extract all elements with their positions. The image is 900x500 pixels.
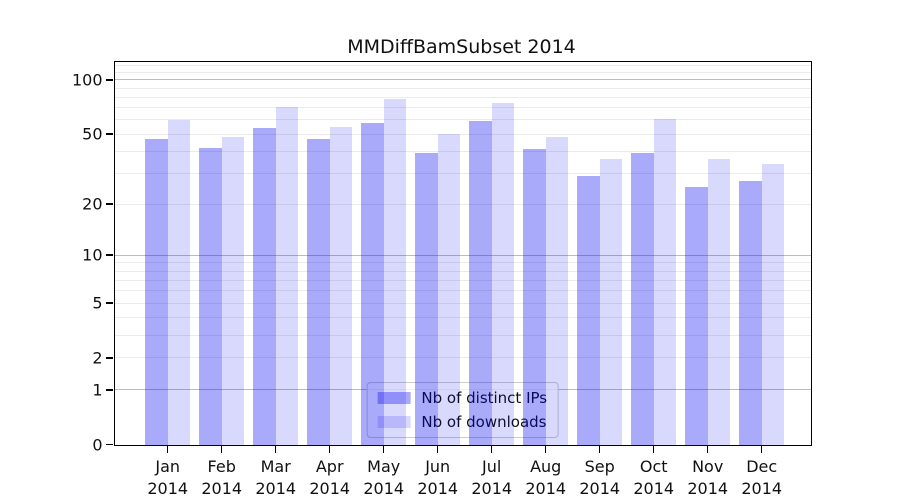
y-tick-mark bbox=[106, 389, 113, 391]
x-tick-label: Feb 2014 bbox=[201, 456, 243, 498]
bar-downloads bbox=[491, 102, 515, 445]
y-gridline-minor bbox=[114, 357, 811, 359]
y-gridline-minor bbox=[114, 316, 811, 318]
y-tick-label: 20 bbox=[82, 194, 103, 214]
bar-distinct-ips bbox=[307, 138, 330, 445]
x-tick-mark bbox=[490, 446, 493, 453]
x-tick-mark bbox=[166, 446, 169, 453]
bar-distinct-ips bbox=[739, 181, 762, 445]
legend-label: Nb of downloads bbox=[421, 412, 547, 431]
x-tick-mark bbox=[436, 446, 439, 453]
y-gridline-minor bbox=[114, 119, 811, 121]
y-gridline-minor bbox=[114, 107, 811, 109]
y-tick-mark bbox=[106, 79, 113, 81]
y-tick-label: 10 bbox=[82, 245, 103, 265]
x-tick-mark bbox=[652, 446, 655, 453]
x-tick-label: Aug 2014 bbox=[525, 456, 567, 498]
y-gridline-minor bbox=[114, 87, 811, 89]
bar-distinct-ips bbox=[685, 187, 708, 445]
y-tick-label: 50 bbox=[82, 124, 103, 144]
x-tick-label: Mar 2014 bbox=[255, 456, 297, 498]
bar-downloads bbox=[545, 137, 569, 445]
y-gridline-minor bbox=[114, 133, 811, 135]
y-tick-mark bbox=[106, 302, 113, 304]
x-tick-mark bbox=[598, 446, 601, 453]
y-gridline-major bbox=[114, 79, 811, 81]
legend-swatch-downloads bbox=[377, 415, 411, 428]
x-tick-label: Jan 2014 bbox=[147, 456, 189, 498]
y-gridline-minor bbox=[114, 302, 811, 304]
y-gridline-minor bbox=[114, 262, 811, 264]
bar-distinct-ips bbox=[631, 153, 654, 445]
bar-downloads bbox=[653, 118, 677, 445]
legend-item: Nb of downloads bbox=[377, 413, 547, 431]
bar-distinct-ips bbox=[361, 122, 384, 445]
y-tick-mark bbox=[106, 254, 113, 256]
bar-downloads bbox=[599, 159, 623, 445]
bar-distinct-ips bbox=[199, 147, 222, 445]
x-tick-label: May 2014 bbox=[363, 456, 405, 498]
y-gridline-minor bbox=[114, 270, 811, 272]
y-tick-label: 0 bbox=[92, 435, 103, 454]
y-tick-label: 2 bbox=[92, 348, 103, 368]
y-gridline-minor bbox=[114, 203, 811, 205]
bar-distinct-ips bbox=[469, 121, 492, 445]
bar-downloads bbox=[167, 119, 191, 445]
y-tick-label: 1 bbox=[92, 380, 103, 400]
y-gridline-minor bbox=[114, 65, 811, 67]
y-gridline-minor bbox=[114, 172, 811, 174]
x-tick-mark bbox=[382, 446, 385, 453]
bar-distinct-ips bbox=[523, 149, 546, 445]
x-tick-label: Nov 2014 bbox=[687, 456, 729, 498]
plot-area: Dec 2014 Nov 2014 Oct 2014 Sep 2014 Aug 2014 Jul 20… bbox=[72, 61, 812, 498]
legend-swatch-distinct-ips bbox=[377, 391, 411, 404]
y-gridline-minor bbox=[114, 150, 811, 152]
y-tick-label: 100 bbox=[71, 70, 103, 90]
x-tick-mark bbox=[220, 446, 223, 453]
x-tick-label: Dec 2014 bbox=[741, 456, 783, 498]
y-gridline-minor bbox=[114, 72, 811, 74]
x-tick-label: Sep 2014 bbox=[579, 456, 621, 498]
bar-distinct-ips bbox=[145, 138, 168, 445]
y-tick-label: 5 bbox=[92, 293, 103, 313]
x-tick-mark bbox=[706, 446, 709, 453]
bar-distinct-ips bbox=[253, 128, 276, 445]
chart-title: MMDiffBamSubset 2014 bbox=[347, 36, 576, 58]
bar-downloads bbox=[221, 137, 245, 445]
bar-downloads bbox=[329, 126, 353, 445]
x-tick-mark bbox=[274, 446, 277, 453]
bar-downloads bbox=[437, 134, 461, 445]
bar-downloads bbox=[275, 106, 299, 445]
bar-distinct-ips bbox=[415, 153, 438, 445]
x-tick-mark bbox=[544, 446, 547, 453]
legend: Nb of distinct IPs Nb of downloads bbox=[366, 381, 560, 438]
x-tick-mark bbox=[760, 446, 763, 453]
y-gridline-minor bbox=[114, 279, 811, 281]
bar-downloads bbox=[383, 98, 407, 445]
y-gridline-minor bbox=[114, 97, 811, 98]
x-tick-label: Jun 2014 bbox=[417, 456, 459, 498]
legend-label: Nb of distinct IPs bbox=[421, 388, 548, 407]
y-gridline-minor bbox=[114, 290, 811, 292]
y-tick-mark bbox=[106, 133, 113, 135]
x-tick-label: Jul 2014 bbox=[471, 456, 513, 498]
x-tick-mark bbox=[328, 446, 331, 453]
bar-downloads bbox=[707, 159, 731, 445]
y-tick-mark bbox=[106, 357, 113, 359]
y-tick-mark bbox=[106, 203, 113, 205]
legend-item: Nb of distinct IPs bbox=[377, 389, 547, 407]
x-tick-label: Apr 2014 bbox=[309, 456, 351, 498]
bar-downloads bbox=[761, 163, 785, 445]
y-tick-mark bbox=[106, 443, 113, 446]
y-gridline-major bbox=[114, 254, 811, 256]
bar-distinct-ips bbox=[577, 175, 600, 445]
x-tick-label: Oct 2014 bbox=[633, 456, 675, 498]
y-gridline-minor bbox=[114, 334, 811, 336]
